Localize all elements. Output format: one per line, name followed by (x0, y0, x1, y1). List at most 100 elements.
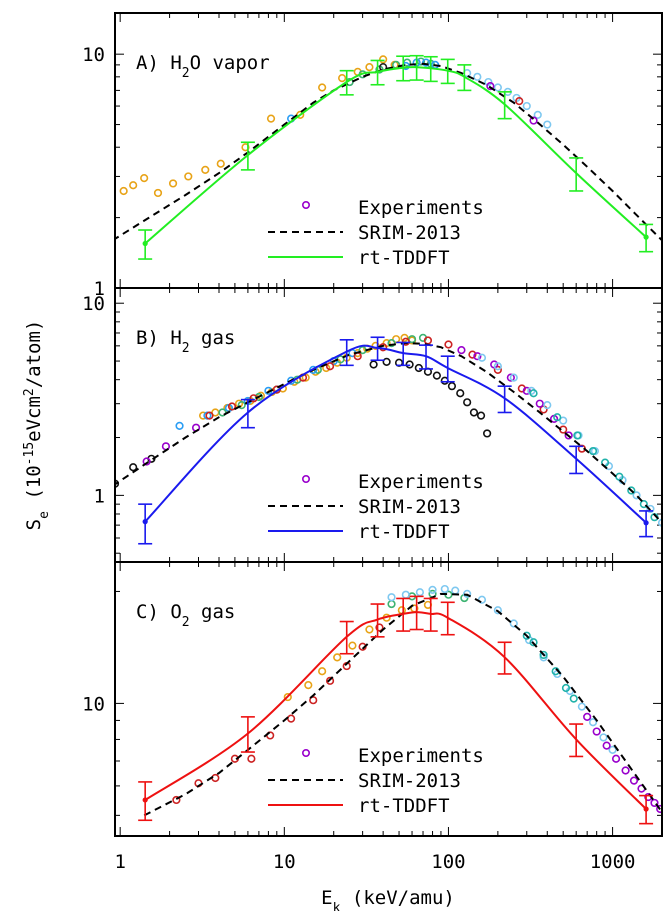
experiment-point (583, 712, 592, 721)
rt-tddft-line (144, 344, 647, 524)
experiment-point (564, 431, 573, 440)
panel-a: 1 10 A) H2O vapor Experiments SRIM-2013 rt-TD… (82, 12, 663, 300)
rt-tddft-point (142, 797, 148, 803)
panel-label: A) H2O vapor (136, 52, 270, 81)
y-tick-label: 10 (82, 44, 105, 66)
experiment-point (561, 683, 571, 693)
experiment-point (405, 360, 414, 369)
experiment-point (573, 431, 582, 440)
experiment-point (365, 63, 374, 72)
rt-tddft-point (142, 240, 148, 247)
experiment-point (469, 408, 479, 417)
experiment-point (119, 186, 128, 196)
experiment-point (451, 586, 460, 595)
experiment-point (309, 696, 318, 705)
experiment-point (522, 386, 531, 395)
srim-2013-line (115, 342, 662, 524)
experiment-point (493, 83, 502, 92)
legend-label: SRIM-2013 (358, 770, 461, 792)
experiment-point (650, 798, 659, 808)
experiment-point (509, 373, 518, 382)
experiment-point (129, 181, 138, 190)
legend-marker (301, 748, 310, 757)
experiment-point (184, 172, 193, 181)
experiment-point (529, 116, 538, 125)
panel-label: B) H2 gas (136, 327, 235, 356)
experiment-point (115, 479, 120, 488)
experiment-point (473, 352, 482, 361)
experiment-point (522, 631, 531, 640)
experiment-point (525, 635, 534, 645)
experiment-point (387, 593, 396, 602)
experiment-point (283, 692, 292, 702)
y-axis-title: Se (10-15eVcm2/atom) (22, 320, 52, 531)
experiment-point (129, 463, 138, 472)
x-tick-label: 100 (431, 851, 465, 873)
experiment-point (632, 491, 641, 500)
experiment-point (318, 83, 327, 92)
experiment-point (415, 588, 425, 597)
experiment-point (175, 421, 184, 430)
experiment-point (201, 165, 210, 174)
experiment-point (375, 623, 384, 632)
experiment-point (237, 400, 246, 410)
data-layer (115, 54, 662, 260)
experiment-point (325, 362, 335, 371)
experiment-point (493, 365, 502, 374)
data-layer (115, 333, 662, 545)
experiment-point (627, 486, 636, 495)
experiment-point (608, 745, 617, 754)
experiment-point (387, 599, 396, 609)
experiment-point (142, 457, 151, 466)
experiment-point (338, 74, 347, 83)
rt-tddft-point (643, 234, 649, 240)
y-tick-label: 10 (82, 693, 105, 715)
experiment-point (211, 773, 220, 783)
experiment-point (602, 741, 611, 750)
experiment-point (440, 584, 449, 594)
experiment-point (205, 411, 214, 420)
rt-tddft-point (142, 519, 148, 525)
rt-tddft-point (643, 520, 649, 526)
experiment-point (629, 776, 639, 785)
experiment-point (369, 360, 378, 369)
experiment-point (486, 82, 495, 91)
legend-label: rt-TDDFT (358, 247, 450, 269)
legend-label: Experiments (358, 745, 484, 767)
experiment-point (484, 77, 493, 87)
experiment-point (457, 346, 466, 355)
experiment-point (656, 804, 662, 814)
experiment-point (247, 754, 256, 763)
experiment-point (447, 382, 457, 391)
experiment-point (365, 625, 374, 634)
experiment-point (397, 606, 406, 615)
experiment-point (463, 589, 472, 598)
experiment-point (473, 72, 482, 81)
experiment-point (168, 179, 178, 188)
experiment-point (533, 110, 542, 119)
experiment-point (559, 416, 568, 425)
experiment-point (414, 363, 423, 373)
experiment-point (522, 101, 531, 111)
experiment-point (657, 518, 662, 527)
experiment-point (611, 754, 621, 763)
experiment-point (509, 619, 518, 628)
experiment-point (515, 96, 524, 106)
experiment-point (493, 606, 502, 615)
y-tick-label: 1 (94, 278, 105, 300)
experiment-point (140, 174, 149, 183)
experiment-point (382, 357, 391, 366)
experiment-point (599, 733, 608, 742)
experiment-point (592, 727, 601, 736)
experiment-point (428, 585, 437, 594)
experiment-point (543, 120, 552, 129)
y-tick-label: 10 (82, 293, 105, 315)
experiment-point (153, 188, 163, 198)
srim-2013-line (115, 62, 662, 242)
experiment-point (401, 590, 410, 599)
experiment-point (646, 504, 655, 514)
panel-b: 1 10 B) H2 gas Experiments SRIM-2013 rt-TDDFT (82, 287, 663, 563)
experiment-point (535, 399, 544, 408)
x-tick-label: 1000 (590, 851, 636, 873)
